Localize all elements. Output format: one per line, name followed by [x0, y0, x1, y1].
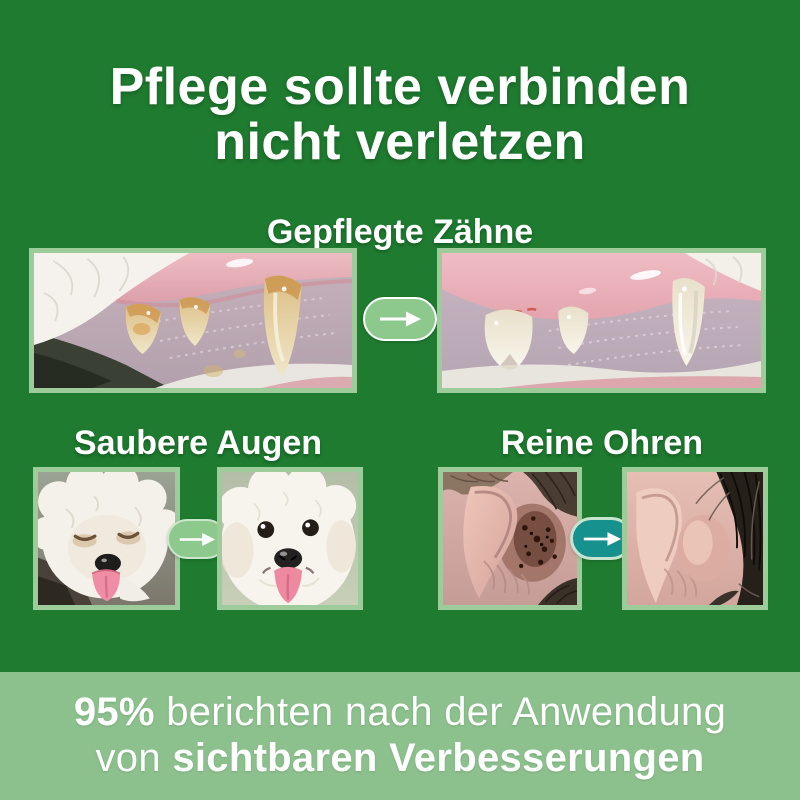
ears-before-frame — [438, 467, 582, 610]
teeth-before-frame — [29, 248, 357, 393]
teeth-after-frame — [437, 248, 766, 393]
eyes-after-frame — [217, 467, 363, 610]
arrow-right-icon — [179, 532, 216, 546]
arrow-right-icon — [380, 311, 421, 327]
ears-after-frame — [622, 467, 768, 610]
arrow-right-icon — [583, 531, 621, 546]
title-line-2: nicht verletzen — [214, 113, 586, 171]
stat-value: 95% — [73, 690, 155, 734]
eyes-before-frame — [33, 467, 180, 610]
dog-ears-before-photo — [443, 472, 577, 605]
dog-teeth-after-photo — [442, 253, 761, 388]
dog-ears-after-photo — [627, 472, 763, 605]
teeth-section-heading: Gepflegte Zähne — [266, 213, 534, 251]
page-title: Pflege sollte verbinden nicht verletzen — [0, 60, 800, 170]
title-line-1: Pflege sollte verbinden — [109, 58, 691, 116]
ears-section-heading: Reine Ohren — [500, 424, 704, 462]
banner-line-2: von sichtbaren Verbesserungen — [0, 735, 800, 781]
teeth-before-after-arrow — [363, 297, 437, 341]
banner-line-1: 95% berichten nach der Anwendung — [0, 689, 800, 735]
eyes-section-heading: Saubere Augen — [73, 424, 323, 462]
banner-line-2-bold: sichtbaren Verbesserungen — [172, 736, 705, 780]
stats-banner: 95% berichten nach der Anwendung von sic… — [0, 672, 800, 800]
banner-line-2-prefix: von — [95, 736, 161, 780]
dog-teeth-before-photo — [34, 253, 352, 388]
dog-eyes-after-photo — [222, 472, 358, 605]
banner-line-1-text: berichten nach der Anwendung — [166, 690, 727, 734]
dog-eyes-before-photo — [38, 472, 175, 605]
